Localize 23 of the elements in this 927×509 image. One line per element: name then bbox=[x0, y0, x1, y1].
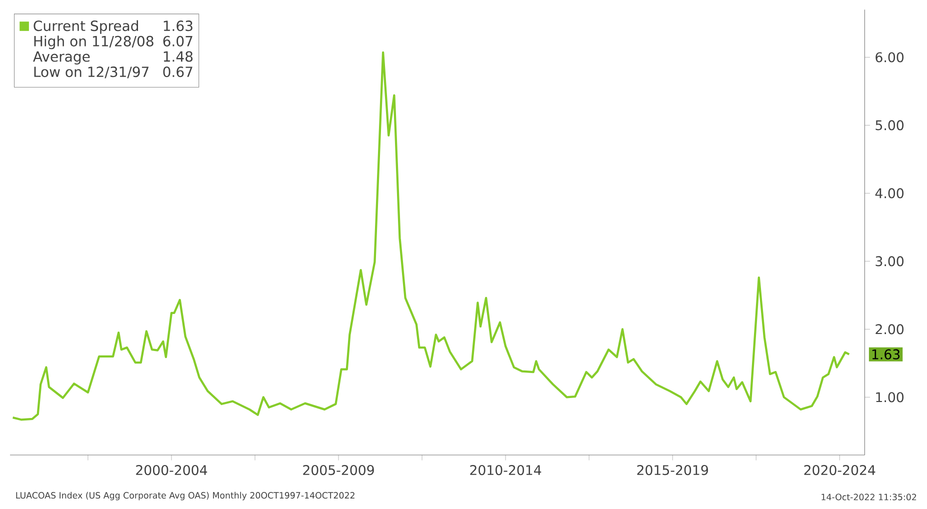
x-tick-label: 2005-2009 bbox=[303, 465, 374, 476]
x-tick-label: 2020-2024 bbox=[804, 465, 876, 476]
line-series bbox=[12, 51, 850, 421]
annotation: Low on 12/31/97 bbox=[34, 66, 149, 78]
legend-label: Current Spread bbox=[34, 20, 138, 34]
x-tick-label: 2000-2004 bbox=[136, 465, 208, 476]
x-tick-label: 2010-2014 bbox=[470, 465, 542, 476]
y-tick-label: 6.00 bbox=[876, 52, 904, 62]
y-tick-label: 5.00 bbox=[876, 120, 904, 130]
annotation: High on 11/28/08 bbox=[34, 36, 154, 50]
text: 14-Oct-2022 11:35:02 bbox=[822, 494, 916, 500]
annotation: Average bbox=[33, 51, 90, 64]
y-tick-label: 1.00 bbox=[876, 392, 904, 402]
annotation: 0.67 bbox=[163, 66, 192, 78]
annotation: 1.63 bbox=[164, 20, 192, 32]
text: 1.63 bbox=[872, 349, 900, 360]
annotation: 6.07 bbox=[163, 36, 192, 46]
y-tick-label: 3.00 bbox=[876, 256, 904, 266]
y-tick-label: 2.00 bbox=[876, 324, 904, 334]
x-tick-label: 2015-2019 bbox=[637, 465, 708, 476]
y-tick-label: 4.00 bbox=[875, 188, 904, 198]
text: LUACOAS Index (US Agg Corporate Avg OAS) Monthly 20OCT1997-14OCT2022 bbox=[16, 492, 354, 500]
annotation: 1.48 bbox=[164, 51, 193, 62]
